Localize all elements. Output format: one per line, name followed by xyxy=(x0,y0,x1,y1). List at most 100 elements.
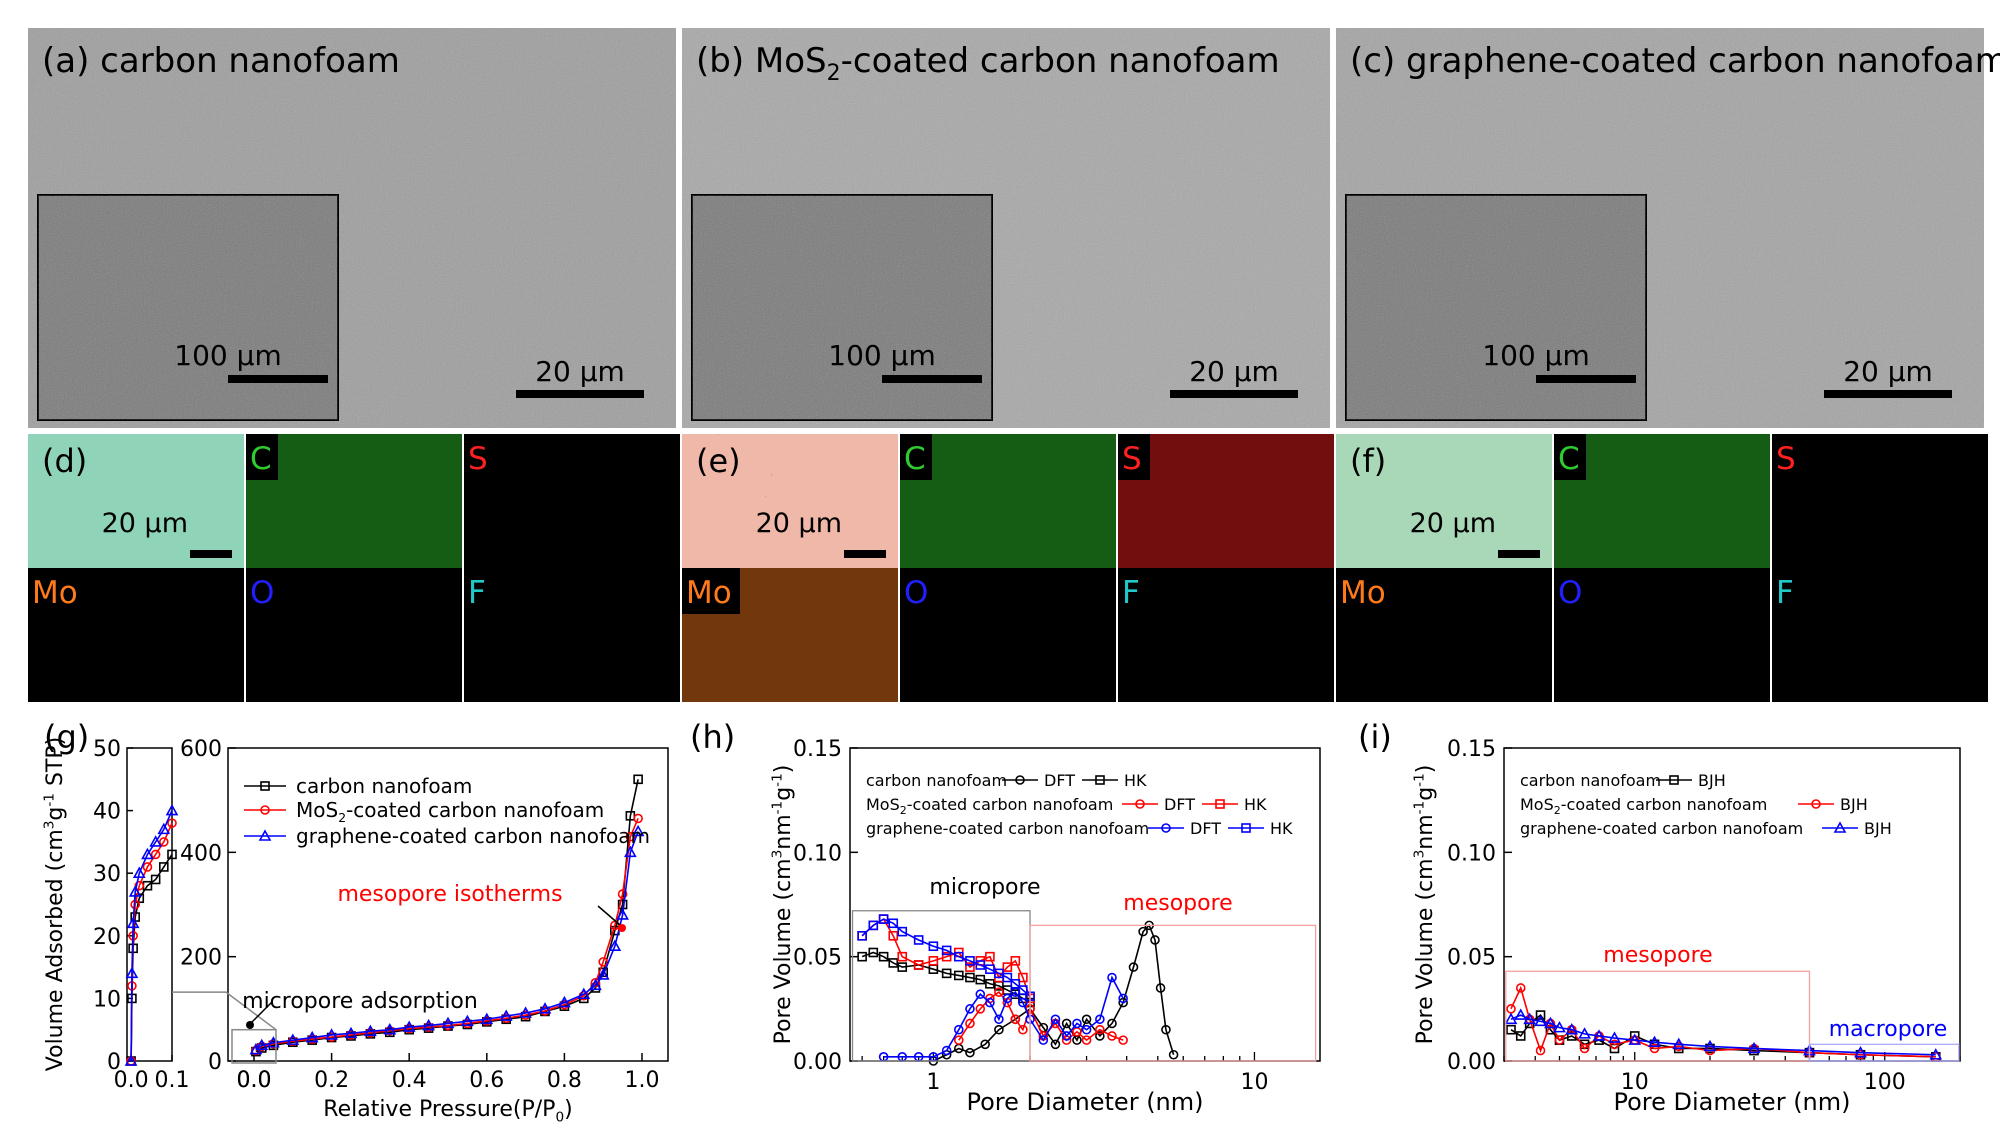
data-point xyxy=(941,1045,952,1056)
data-point xyxy=(1107,972,1117,983)
zoom-box xyxy=(231,1028,277,1064)
y-axis-label: Pore Volume (cm3nm-1g-1) xyxy=(770,765,796,1045)
eds-composite-texture xyxy=(1336,434,1552,568)
data-point xyxy=(928,956,939,966)
data-point xyxy=(897,926,908,937)
data-point xyxy=(953,1024,964,1035)
inset-data-point xyxy=(141,847,154,860)
inset-y-tick-label: 0 xyxy=(107,1050,121,1075)
data-point xyxy=(868,920,879,931)
main-scale-text: 20 μm xyxy=(1189,355,1279,388)
eds-group-label: (e) xyxy=(696,442,741,480)
eds-element-label: O xyxy=(250,575,274,611)
inset-y-tick-label: 20 xyxy=(93,925,121,950)
eds-group-f: (f) 20 μm C S Mo O F xyxy=(1336,434,1988,702)
data-point xyxy=(633,813,643,824)
x-tick-label: 10 xyxy=(1240,1070,1268,1095)
eds-scale-bar xyxy=(190,550,232,558)
eds-element-label: S xyxy=(468,441,488,477)
eds-element-label: F xyxy=(1776,575,1794,611)
eds-group-label: (d) xyxy=(42,442,87,480)
eds-element-label-bg xyxy=(1554,568,1586,614)
data-point xyxy=(965,1004,975,1014)
data-point xyxy=(1081,1035,1092,1045)
inset-data-point xyxy=(149,835,162,847)
data-point xyxy=(980,1039,990,1050)
legend-item-label: HK xyxy=(1244,795,1267,814)
legend-marker xyxy=(1015,775,1025,785)
inset-data-point xyxy=(150,874,161,885)
data-point xyxy=(286,1033,300,1045)
data-point xyxy=(975,974,986,985)
eds-group-d: (d) 20 μm C S Mo O F xyxy=(28,434,680,702)
data-point xyxy=(1081,1024,1092,1035)
eds-composite-texture xyxy=(682,434,898,568)
eds-tile-s: S xyxy=(1118,434,1334,568)
data-point xyxy=(1578,1027,1591,1039)
y-tick-label: 600 xyxy=(180,737,222,762)
eds-scale-text: 20 μm xyxy=(756,508,842,539)
inset-data-point xyxy=(165,803,179,816)
chart-panel-label: (g) xyxy=(44,718,89,756)
data-point xyxy=(1002,993,1013,1004)
legend-item-label: HK xyxy=(1124,771,1147,790)
eds-tile-f: F xyxy=(1118,568,1334,702)
y-axis-label: Volume Adsorbed (cm3g-1 STP) xyxy=(42,737,68,1071)
data-point xyxy=(1061,1018,1072,1029)
data-point xyxy=(1168,1049,1179,1060)
annotation-box xyxy=(1505,970,1811,1062)
data-point xyxy=(631,824,645,837)
data-point xyxy=(1010,1014,1021,1025)
data-point xyxy=(994,1014,1004,1025)
eds-element-label-bg xyxy=(1554,434,1586,480)
x-axis-label: Pore Diameter (nm) xyxy=(1613,1088,1850,1116)
data-point xyxy=(558,995,571,1008)
eds-map-dots xyxy=(464,434,680,568)
data-point xyxy=(1929,1048,1943,1060)
inset-y-tick-label: 50 xyxy=(93,737,121,762)
data-point xyxy=(913,935,924,945)
data-point xyxy=(975,960,986,970)
eds-element-label-bg xyxy=(1118,434,1150,480)
legend-marker xyxy=(1215,799,1225,809)
sem-panel-label: (c) graphene-coated carbon nanofoam xyxy=(1350,41,2000,81)
y-tick-label: 0.00 xyxy=(1447,1050,1496,1075)
series-line xyxy=(933,923,1175,1062)
data-point xyxy=(985,997,995,1008)
data-point xyxy=(499,1009,513,1021)
data-point xyxy=(985,951,995,962)
data-point xyxy=(1553,1020,1566,1033)
eds-map-dots xyxy=(1772,434,1988,568)
chart-panel-label: (h) xyxy=(690,718,735,756)
eds-element-label: C xyxy=(250,441,272,477)
legend-item-label: DFT xyxy=(1164,795,1195,814)
data-point xyxy=(1161,1024,1171,1035)
legend-marker xyxy=(1833,821,1847,833)
eds-map-fill xyxy=(1554,434,1770,568)
eds-element-label: Mo xyxy=(686,575,732,611)
data-point xyxy=(965,956,975,966)
data-point xyxy=(985,978,995,989)
data-point xyxy=(888,930,899,941)
data-point xyxy=(1010,978,1021,989)
y-tick-label: 200 xyxy=(180,946,222,971)
data-point xyxy=(598,957,609,967)
legend-label: MoS2-coated carbon nanofoam xyxy=(1520,795,1767,817)
series-line xyxy=(883,975,1124,1058)
eds-element-label-bg xyxy=(900,568,932,614)
y-tick-label: 0.15 xyxy=(793,737,842,762)
eds-map-fill xyxy=(900,434,1116,568)
x-axis-label: Pore Diameter (nm) xyxy=(966,1088,1203,1116)
y-tick-label: 0.10 xyxy=(1447,841,1496,866)
inset-data-point xyxy=(150,849,161,860)
annotation-box xyxy=(1029,924,1317,1062)
data-point xyxy=(941,951,952,962)
data-point xyxy=(888,958,899,968)
data-point xyxy=(1854,1046,1867,1058)
inset-x-tick-label: 0.1 xyxy=(155,1068,190,1093)
y-tick-label: 0 xyxy=(208,1050,222,1075)
legend-item-label: BJH xyxy=(1864,819,1892,838)
annotation-dot xyxy=(618,924,626,932)
eds-tile-f: F xyxy=(1772,568,1988,702)
